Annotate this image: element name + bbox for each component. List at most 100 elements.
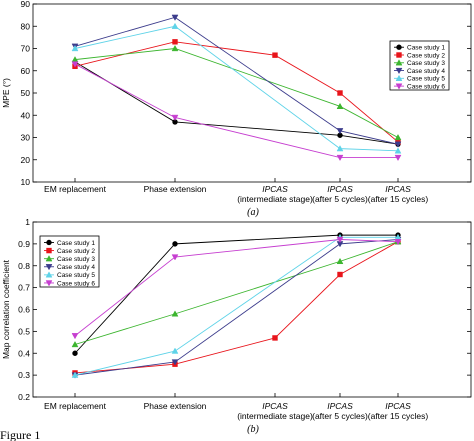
series-line-case-study-5 [74,25,399,152]
data-point-case-study-2 [272,52,278,58]
data-point-case-study-3 [171,310,179,317]
y-tick-label: 0.5 [18,326,30,336]
legend-marker [45,280,53,287]
x-tick-label: (after 5 cycles) [312,194,368,204]
y-tick-label: 40 [21,110,31,120]
y-tick-label: 30 [21,133,31,143]
panel-a-mpe-chart: 10 20 30 40 50 60 70 80 90 EM replacement Phase ex… [1,0,472,218]
legend-label: Case study 2 [407,52,445,59]
legend-marker [395,83,403,90]
data-point-case-study-3 [171,44,179,52]
y-tick-label: 10 [21,177,31,187]
series-line-case-study-5 [74,236,398,376]
legend-marker [395,59,403,66]
data-point-case-study-4 [336,128,344,135]
panel-b-map-correlation-chart: 0.2 0.3 0.4 0.5 0.6 0.7 0.8 0.9 1 EM replacement P… [1,217,472,435]
panel-label: (b) [247,424,259,435]
y-tick-label: 90 [21,0,31,9]
legend-label: Case study 3 [407,60,445,67]
data-point-case-study-5 [336,145,344,152]
legend-label: Case study 4 [407,68,445,75]
x-tick-label: (after 5 cycles) [312,411,368,421]
data-point-case-study-6 [71,333,79,340]
data-point-case-study-4 [171,359,179,366]
legend-marker [396,44,402,50]
x-tick-label: IPCAS [385,401,411,411]
data-point-case-study-2 [272,335,278,341]
data-point-case-study-5 [394,147,402,154]
y-axis-title: Map correlation coefficient [1,259,11,359]
x-tick-label: (after 15 cycles) [368,194,429,204]
data-point-case-study-3 [336,102,344,109]
data-point-case-study-4 [171,14,179,21]
legend-label: Case study 1 [407,45,445,52]
legend-marker [395,67,403,75]
data-point-case-study-6 [71,61,79,68]
x-tick-label: Phase extension [144,184,207,194]
y-tick-label: 0.7 [18,283,30,293]
x-tick-label: EM replacement [44,401,107,411]
x-tick-label: Phase extension [144,401,207,411]
series-line-case-study-3 [74,48,399,138]
series-line-case-study-2 [74,241,399,374]
y-tick-label: 0.2 [18,392,30,402]
series-line-case-study-3 [74,241,399,345]
y-tick-label: 0.6 [18,305,30,315]
series-line-case-study-6 [74,239,399,337]
legend-marker [46,239,52,246]
y-tick-label: 50 [21,88,31,98]
data-point-case-study-1 [172,241,178,247]
plot-frame [32,3,472,183]
legend-label: Case study 1 [57,240,95,247]
legend-label: Case study 3 [57,256,95,263]
legend-label: Case study 6 [57,280,95,287]
data-point-case-study-6 [394,154,402,162]
data-point-case-study-5 [171,22,179,29]
legend-label: Case study 5 [57,272,95,279]
series-line-case-study-1 [74,61,399,145]
data-point-case-study-3 [394,133,402,141]
y-tick-label: 80 [21,21,31,31]
data-point-case-study-6 [336,154,344,162]
y-tick-label: 0.3 [18,370,30,380]
legend-label: Case study 5 [407,76,445,83]
series-line-case-study-4 [74,16,399,145]
data-point-case-study-2 [172,39,178,45]
x-tick-label: (intermediate stage) [237,411,313,421]
legend-marker [46,247,52,254]
data-point-case-study-6 [336,236,344,244]
y-tick-label: 70 [21,44,31,54]
data-point-case-study-3 [336,257,344,265]
x-tick-label: IPCAS [385,184,411,194]
y-tick-label: 0.9 [18,239,30,249]
x-tick-label: EM replacement [44,184,107,194]
series-line-case-study-6 [74,63,398,158]
x-tick-label: (after 15 cycles) [368,411,429,421]
y-tick-label: 0.4 [18,348,30,358]
legend-marker [395,74,403,81]
data-point-case-study-5 [71,44,79,52]
y-tick-label: 20 [21,155,31,165]
data-point-case-study-2 [337,271,343,278]
panel-label: (a) [247,207,259,218]
x-tick-label: (intermediate stage) [237,194,313,204]
series-line-case-study-1 [74,234,398,354]
data-point-case-study-4 [394,141,402,148]
x-tick-label: IPCAS [262,401,288,411]
legend-label: Case study 6 [407,83,445,90]
data-point-case-study-5 [171,347,179,354]
x-tick-label: IPCAS [327,184,353,194]
legend-label: Case study 4 [57,264,95,271]
y-tick-label: 0.8 [18,261,30,271]
series-line-case-study-4 [74,239,399,376]
x-tick-label: IPCAS [262,184,288,194]
legend-label: Case study 2 [57,248,95,255]
y-tick-label: 1 [25,217,30,227]
data-point-case-study-6 [394,239,402,246]
y-axis-title: MPE (°) [1,78,11,108]
data-point-case-study-1 [72,350,78,356]
data-point-case-study-2 [337,90,343,96]
data-point-case-study-3 [71,340,79,348]
